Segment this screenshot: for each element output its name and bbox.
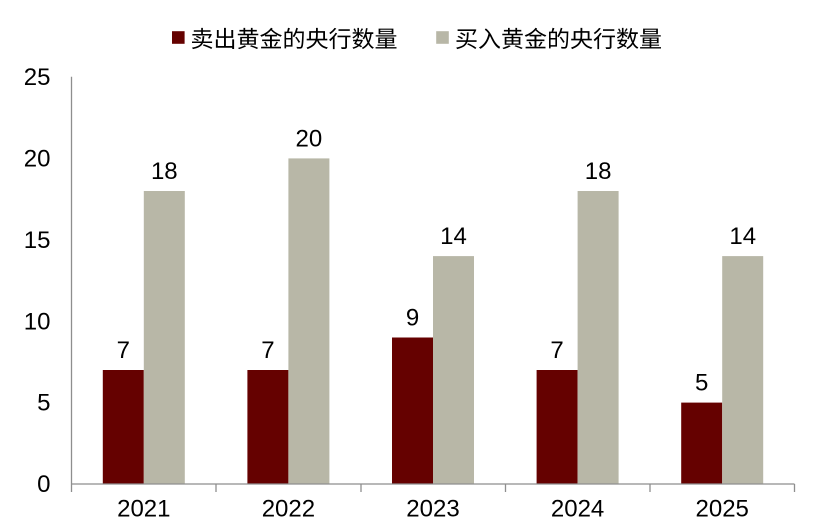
svg-text:5: 5 <box>37 390 50 417</box>
svg-text:14: 14 <box>729 223 756 250</box>
svg-text:20: 20 <box>24 146 51 173</box>
svg-text:0: 0 <box>37 471 50 498</box>
svg-text:2022: 2022 <box>262 496 315 523</box>
svg-text:2025: 2025 <box>696 496 749 523</box>
svg-text:20: 20 <box>296 125 323 152</box>
svg-text:18: 18 <box>151 158 178 185</box>
svg-text:7: 7 <box>261 337 274 364</box>
svg-text:14: 14 <box>440 223 467 250</box>
svg-text:5: 5 <box>695 370 708 397</box>
svg-text:10: 10 <box>24 308 51 335</box>
svg-text:2023: 2023 <box>406 496 459 523</box>
svg-text:7: 7 <box>117 337 130 364</box>
svg-text:9: 9 <box>406 305 419 332</box>
svg-text:2024: 2024 <box>551 496 604 523</box>
svg-text:2021: 2021 <box>117 496 170 523</box>
svg-text:18: 18 <box>585 158 612 185</box>
svg-text:15: 15 <box>24 227 51 254</box>
svg-text:25: 25 <box>24 64 51 91</box>
svg-text:7: 7 <box>550 337 563 364</box>
